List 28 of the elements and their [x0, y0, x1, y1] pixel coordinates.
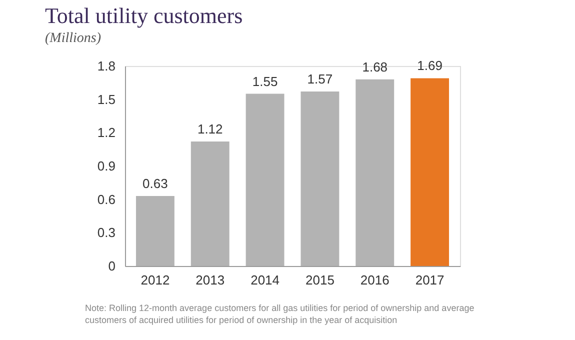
bar: [410, 78, 450, 266]
x-tick-label: 2017: [415, 272, 444, 288]
data-label: 1.57: [307, 72, 333, 87]
x-tick-label: 2016: [360, 272, 390, 288]
data-label: 1.12: [197, 122, 223, 137]
y-tick-label: 1.2: [97, 125, 116, 140]
x-tick-label: 2012: [140, 272, 170, 288]
y-tick-label: 0.6: [97, 192, 116, 207]
x-tick-label: 2014: [250, 272, 280, 288]
chart-subtitle: (Millions): [45, 31, 102, 46]
text: Note: Rolling 12-month average customers for all gas utilities for period of ownership and average customers of acquired utilities for period of ownership in the year of acquisition: [85, 303, 474, 325]
bar: [356, 79, 394, 266]
chart-title: Total utility customers: [45, 3, 243, 28]
y-tick-label: 0: [108, 258, 116, 274]
bar: [190, 142, 230, 266]
x-tick-label: 2015: [306, 272, 334, 288]
data-label: 1.55: [252, 74, 278, 89]
data-label: 1.69: [417, 58, 442, 74]
y-tick-label: 0.9: [97, 158, 116, 174]
y-tick-label: 0.3: [97, 225, 116, 240]
y-tick-label: 1.8: [97, 58, 116, 74]
bar: [136, 196, 174, 266]
data-label: 0.63: [142, 176, 168, 191]
y-tick-label: 1.5: [97, 92, 116, 107]
data-label: 1.68: [362, 59, 388, 74]
x-tick-label: 2013: [196, 272, 225, 288]
bar: [300, 92, 340, 266]
bar: [246, 94, 284, 266]
